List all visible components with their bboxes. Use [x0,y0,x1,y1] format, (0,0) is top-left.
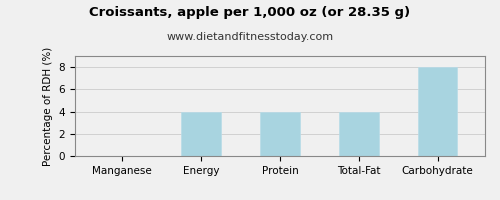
Bar [339,112,378,156]
Text: Croissants, apple per 1,000 oz (or 28.35 g): Croissants, apple per 1,000 oz (or 28.35… [90,6,410,19]
Bar [182,112,221,156]
Bar [418,67,458,156]
Bar [260,112,300,156]
Text: www.dietandfitnesstoday.com: www.dietandfitnesstoday.com [166,32,334,42]
Y-axis label: Percentage of RDH (%): Percentage of RDH (%) [43,46,53,166]
